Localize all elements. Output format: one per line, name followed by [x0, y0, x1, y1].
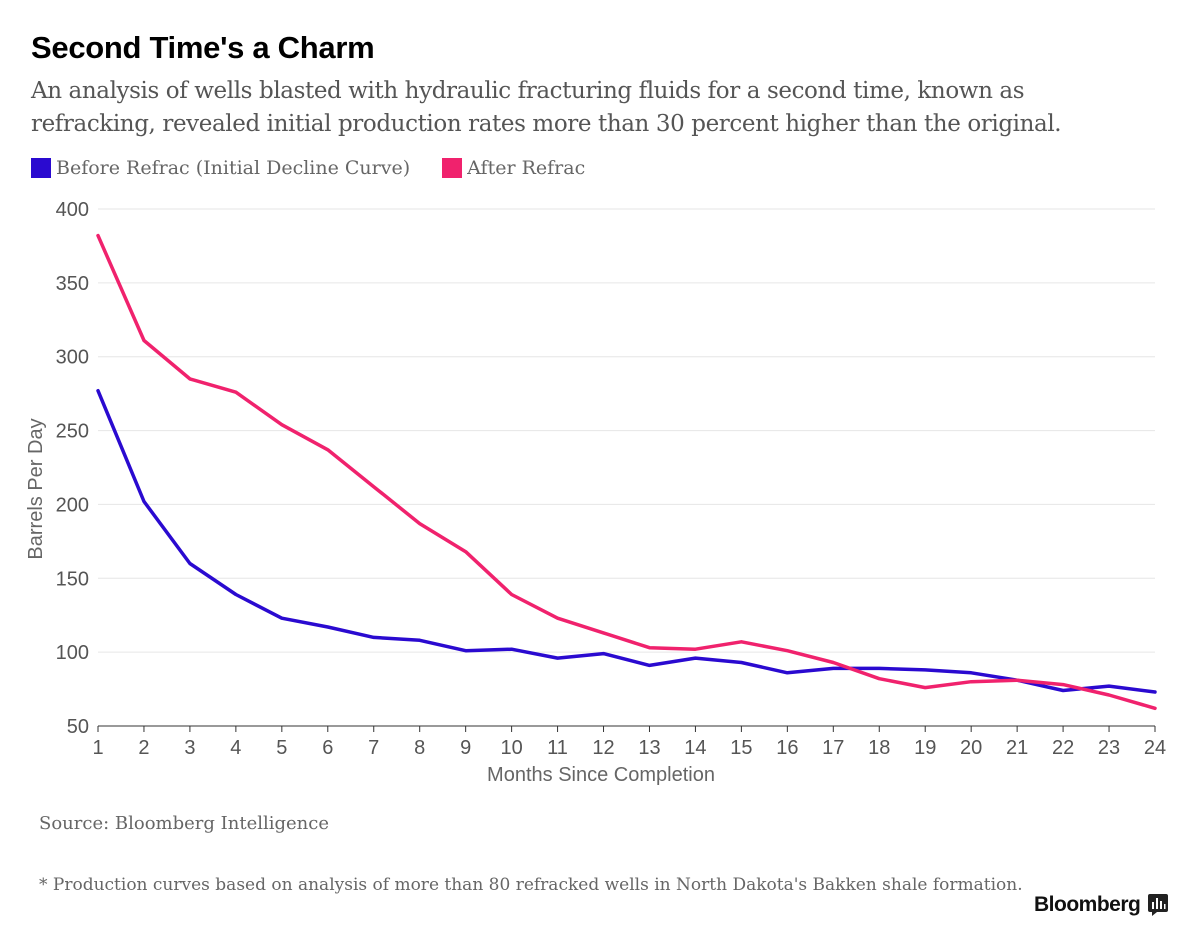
x-tick-label: 23	[1098, 737, 1120, 759]
y-tick-label: 350	[56, 273, 89, 295]
x-tick-label: 10	[500, 737, 522, 759]
x-tick-label: 6	[322, 737, 333, 759]
x-tick-label: 2	[138, 737, 149, 759]
legend-swatch-before	[31, 158, 51, 178]
y-axis-ticks: 50 100 150 200 250 300 350 400	[56, 199, 89, 738]
x-tick-label: 11	[547, 737, 568, 759]
x-tick-label: 1	[92, 737, 103, 759]
y-tick-label: 250	[56, 421, 89, 443]
y-tick-label: 200	[56, 494, 89, 516]
y-tick-label: 150	[56, 568, 89, 590]
legend-swatch-after	[442, 158, 463, 178]
series-lines	[96, 233, 1157, 711]
x-tick-label: 7	[368, 737, 379, 759]
x-tick-label: 8	[414, 737, 425, 759]
x-tick-label: 18	[868, 737, 890, 759]
chart-subtitle: An analysis of wells blasted with hydrau…	[31, 78, 1062, 137]
x-tick-label: 20	[960, 737, 982, 759]
legend-label-before: Before Refrac (Initial Decline Curve)	[56, 157, 411, 179]
footnote: * Production curves based on analysis of…	[39, 875, 1023, 895]
series-line-before-refrac	[96, 388, 1157, 694]
legend-label-after: After Refrac	[467, 157, 586, 179]
x-tick-label: 14	[684, 737, 706, 759]
bloomberg-logo: Bloomberg	[1034, 893, 1169, 917]
x-tick-label: 17	[822, 737, 844, 759]
x-tick-label: 13	[638, 737, 660, 759]
x-tick-label: 21	[1006, 737, 1028, 759]
x-tick-label: 15	[730, 737, 752, 759]
grid-lines	[98, 208, 1155, 653]
x-axis-label: Months Since Completion	[487, 764, 715, 786]
legend: Before Refrac (Initial Decline Curve) Af…	[31, 157, 617, 179]
x-tick-label: 19	[914, 737, 936, 759]
x-tick-label: 9	[460, 737, 471, 759]
brand-name: Bloomberg	[1034, 893, 1141, 916]
chart-title: Second Time's a Charm	[31, 30, 375, 65]
x-tick-label: 12	[592, 737, 614, 759]
y-tick-label: 400	[56, 199, 89, 221]
source-note: Source: Bloomberg Intelligence	[39, 813, 329, 834]
x-tick-label: 22	[1052, 737, 1074, 759]
x-tick-label: 4	[230, 737, 241, 759]
x-tick-label: 3	[184, 737, 195, 759]
x-tick-label: 16	[776, 737, 798, 759]
x-tick-label: 5	[276, 737, 287, 759]
x-tick-label: 24	[1144, 737, 1166, 759]
y-tick-label: 100	[56, 642, 89, 664]
bloomberg-chart-icon	[1148, 894, 1169, 916]
series-line-after-refrac	[96, 233, 1157, 711]
y-axis-label: Barrels Per Day	[25, 418, 47, 559]
y-tick-label: 50	[67, 716, 89, 738]
legend-item-after: After Refrac	[442, 157, 585, 179]
legend-item-before: Before Refrac (Initial Decline Curve)	[31, 157, 410, 179]
y-tick-label: 300	[56, 347, 89, 369]
x-axis: 1 2 3 4 5 6 7 8 9 10 11 12 13 14 15 16 17 18 19 20 21 22 23 24	[92, 725, 1166, 759]
